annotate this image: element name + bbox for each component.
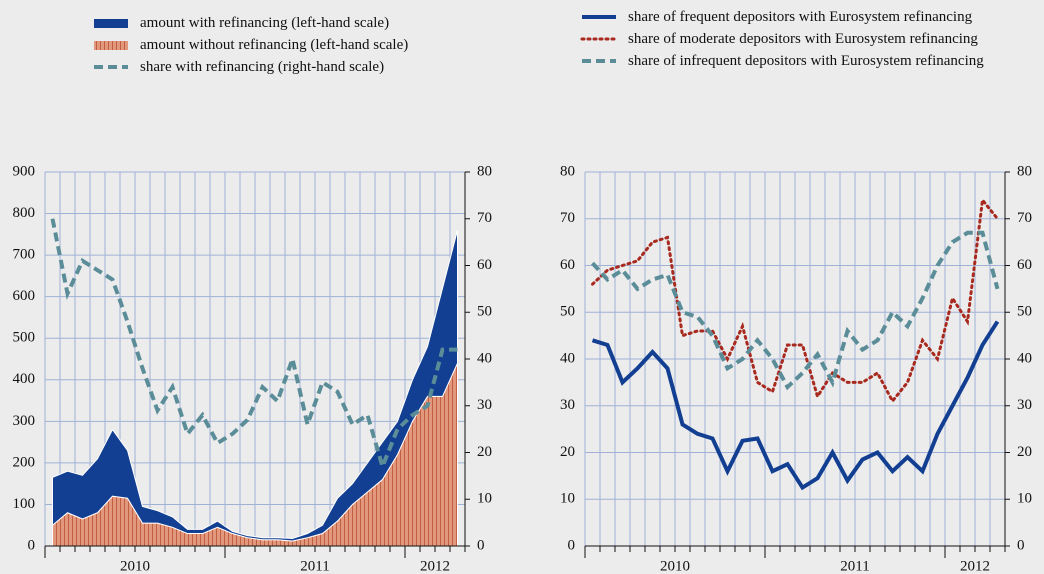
y-tick-label: 80	[560, 163, 575, 179]
legend-label: amount with refinancing (left-hand scale…	[140, 15, 390, 31]
y2-tick-label: 60	[1017, 257, 1032, 273]
y2-tick-label: 20	[477, 444, 492, 460]
x-tick-label: 2010	[660, 558, 690, 574]
y2-tick-label: 50	[1017, 304, 1032, 320]
y2-tick-label: 10	[477, 491, 492, 507]
y-tick-label: 10	[560, 491, 575, 507]
legend-swatch	[582, 59, 616, 63]
y-tick-label: 50	[560, 304, 575, 320]
legend-label: amount without refinancing (left-hand sc…	[140, 37, 409, 53]
y2-tick-label: 70	[477, 210, 492, 226]
line	[591, 320, 1000, 491]
x-tick-label: 2010	[120, 558, 150, 574]
area	[52, 230, 458, 542]
x-tick-label: 2011	[300, 558, 329, 574]
y-tick-label: 800	[13, 205, 36, 221]
x-tick-label: 2012	[960, 558, 990, 574]
y-tick-label: 40	[560, 350, 575, 366]
line	[591, 196, 999, 404]
y2-tick-label: 20	[1017, 444, 1032, 460]
y-tick-label: 100	[13, 496, 36, 512]
line	[50, 218, 458, 473]
legend-swatch	[94, 19, 128, 28]
y2-tick-label: 0	[477, 537, 485, 553]
y-tick-label: 0	[28, 537, 36, 553]
y-tick-label: 70	[560, 210, 575, 226]
y-tick-label: 900	[13, 163, 36, 179]
y-tick-label: 400	[13, 371, 36, 387]
y2-tick-label: 10	[1017, 491, 1032, 507]
y2-tick-label: 30	[1017, 397, 1032, 413]
legend-mark	[94, 19, 128, 28]
y-tick-label: 500	[13, 330, 36, 346]
legend-item: share of moderate depositors with Eurosy…	[580, 30, 1000, 49]
legend-item: share of frequent depositors with Eurosy…	[580, 8, 1000, 27]
legend-swatch	[580, 37, 618, 41]
y2-tick-label: 80	[1017, 163, 1032, 179]
y-tick-label: 30	[560, 397, 575, 413]
y-tick-label: 700	[13, 247, 36, 263]
y2-tick-label: 0	[1017, 537, 1025, 553]
y2-tick-label: 40	[1017, 350, 1032, 366]
legend-label: share of moderate depositors with Eurosy…	[628, 31, 978, 47]
x-tick-label: 2012	[420, 558, 450, 574]
legend-swatch	[94, 41, 128, 50]
y-tick-label: 600	[13, 288, 36, 304]
y-tick-label: 60	[560, 257, 575, 273]
legend-item: amount with refinancing (left-hand scale…	[92, 14, 472, 33]
y2-tick-label: 60	[477, 257, 492, 273]
y2-tick-label: 70	[1017, 210, 1032, 226]
y2-tick-label: 30	[477, 397, 492, 413]
legend-label: share of frequent depositors with Eurosy…	[628, 9, 973, 25]
y-tick-label: 200	[13, 454, 36, 470]
legend-item: amount without refinancing (left-hand sc…	[92, 36, 472, 55]
legend-item: share with refinancing (right-hand scale…	[92, 58, 472, 77]
legend-label: share of infrequent depositors with Euro…	[628, 53, 984, 69]
legend-item: share of infrequent depositors with Euro…	[580, 52, 1000, 71]
legend-swatch	[582, 15, 616, 19]
y2-tick-label: 50	[477, 304, 492, 320]
x-tick-label: 2011	[840, 558, 869, 574]
y-tick-label: 300	[13, 413, 36, 429]
y-tick-label: 20	[560, 444, 575, 460]
legend-label: share with refinancing (right-hand scale…	[140, 59, 385, 75]
line	[591, 230, 1000, 391]
y-tick-label: 0	[568, 537, 576, 553]
y2-tick-label: 40	[477, 350, 492, 366]
legend-swatch	[94, 65, 128, 69]
legend: amount with refinancing (left-hand scale…	[92, 14, 472, 80]
y2-tick-label: 80	[477, 163, 492, 179]
legend-mark	[94, 41, 128, 50]
legend: share of frequent depositors with Eurosy…	[580, 8, 1000, 74]
